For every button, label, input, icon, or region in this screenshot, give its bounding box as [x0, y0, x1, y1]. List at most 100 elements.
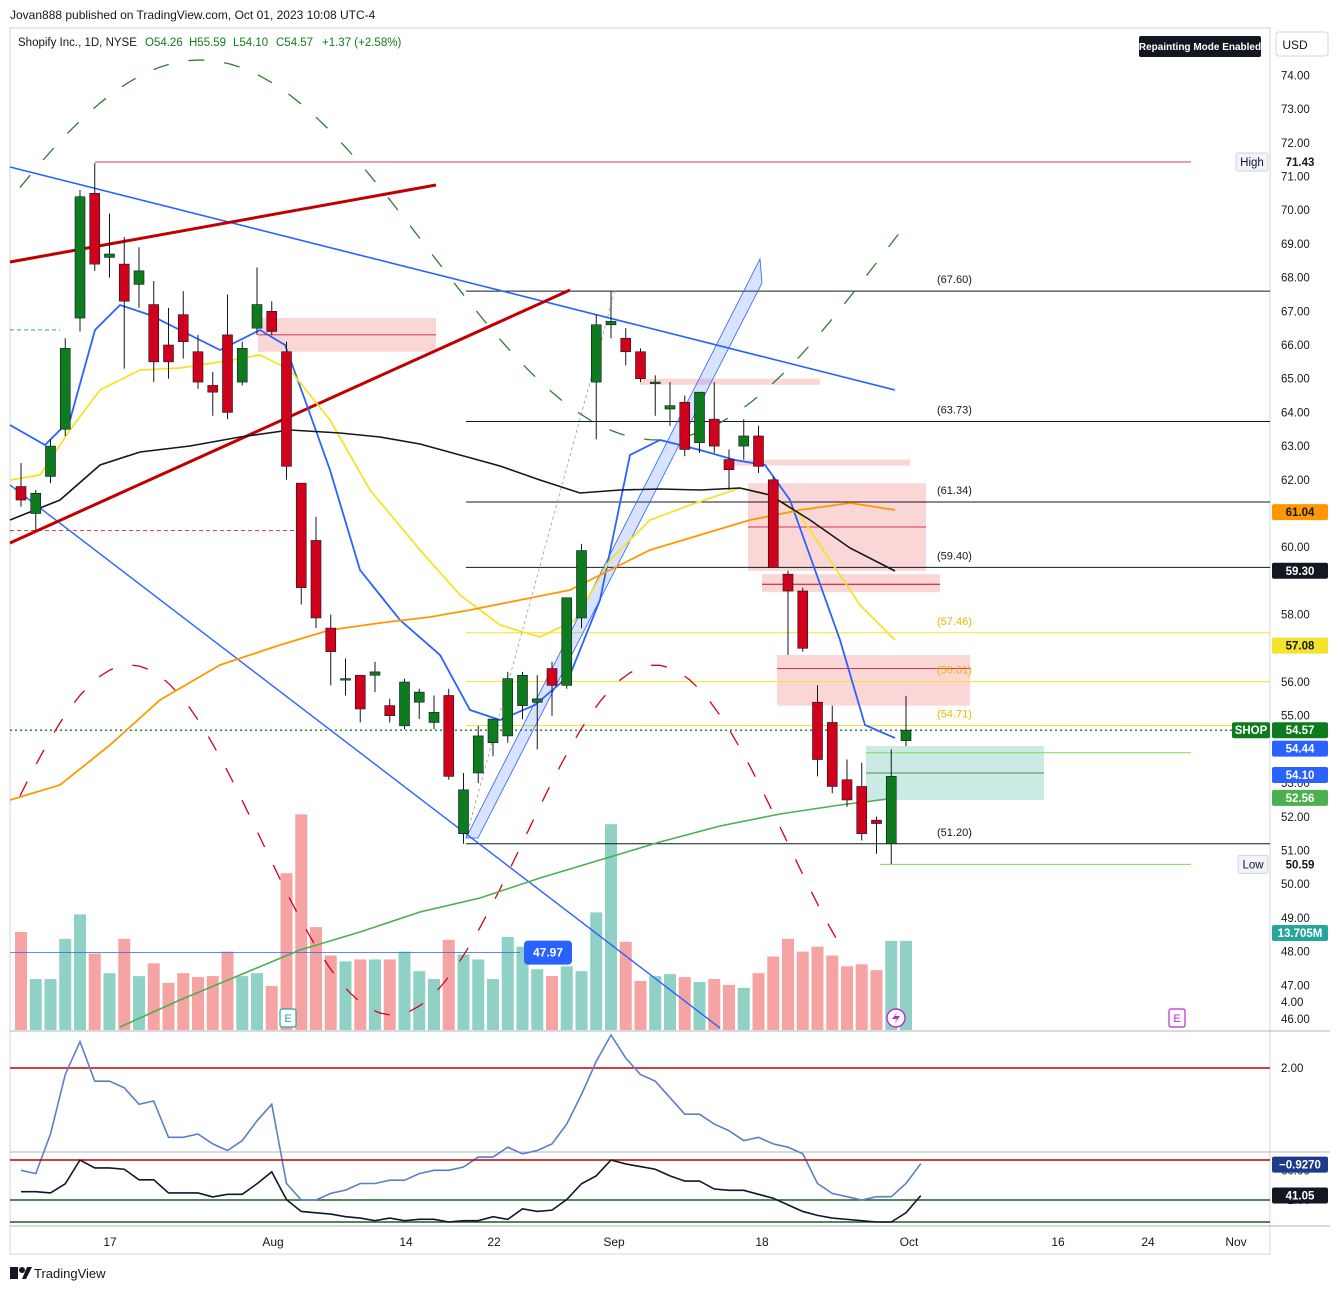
candle-body: [340, 678, 351, 681]
currency-button[interactable]: [1275, 31, 1329, 57]
time-tick: Oct: [900, 1235, 919, 1249]
projection-line: [465, 289, 616, 839]
price-tick: 72.00: [1281, 138, 1310, 150]
volume-bar: [236, 976, 249, 1030]
price-tick: 50.00: [1281, 879, 1310, 891]
volume-bar: [59, 938, 72, 1030]
zone-box: [732, 459, 910, 466]
high-label: High: [1240, 157, 1264, 169]
tag-high: [1272, 154, 1328, 171]
candle-body: [118, 263, 130, 302]
earnings-icon[interactable]: [1168, 1008, 1186, 1028]
low-label-box: [1237, 854, 1269, 874]
tag-ema-orange-text: 61.04: [1286, 507, 1315, 519]
volume-bar: [501, 936, 514, 1030]
price-tick: 67.00: [1281, 306, 1310, 318]
time-tick: Sep: [603, 1235, 625, 1249]
candle-body: [605, 321, 617, 326]
candle-body: [708, 418, 720, 447]
candle-body: [325, 627, 337, 652]
candle-body: [590, 324, 602, 383]
price-tick: 62.00: [1281, 475, 1310, 487]
candle-body: [782, 573, 794, 592]
volume-bar: [723, 984, 735, 1030]
price-tick: 71.00: [1281, 172, 1310, 184]
volume-bar: [634, 981, 647, 1030]
volume-bar: [752, 973, 765, 1030]
volume-bar: [162, 982, 175, 1030]
price-tick: 49.00: [1281, 913, 1310, 925]
candle-body: [74, 196, 86, 319]
volume-bar: [133, 976, 145, 1030]
tradingview-logo-icon[interactable]: [10, 1267, 32, 1279]
volume-bar: [265, 985, 278, 1030]
price-tick: 68.00: [1281, 273, 1310, 285]
time-tick: Nov: [1225, 1235, 1246, 1249]
tag-last: [1272, 722, 1328, 739]
volume-bar: [678, 977, 691, 1030]
osc1-tick: 4.00: [1281, 997, 1303, 1009]
volume-bar: [74, 914, 86, 1030]
volume-bar: [192, 977, 204, 1030]
candle-body: [281, 351, 292, 467]
candle-body: [723, 459, 735, 470]
price-tick: 69.00: [1281, 239, 1310, 251]
volume-bar: [428, 979, 440, 1030]
candle-body: [841, 779, 853, 801]
volume-bar: [221, 951, 234, 1030]
volume-bar: [383, 959, 396, 1030]
volume-bar: [88, 953, 101, 1030]
candle-body: [856, 786, 868, 834]
candle-body: [546, 668, 558, 686]
price-tick: 58.00: [1281, 610, 1310, 622]
volume-bar: [442, 939, 455, 1030]
price-tick: 65.00: [1281, 374, 1310, 386]
volume-bar: [324, 955, 337, 1030]
currency-label: USD: [1282, 38, 1308, 52]
candle-body: [251, 304, 263, 329]
moving-averages: [9, 303, 896, 1028]
volume-bar: [516, 946, 529, 1030]
price-tags: 71.43 61.04 59.30 57.08 54.57 54.44 54.10 52.56…: [279, 152, 1328, 1204]
volume-bar: [177, 973, 190, 1030]
price-tick: 70.00: [1281, 205, 1310, 217]
time-tick: 18: [755, 1235, 769, 1249]
trendline-down: [9, 166, 896, 391]
candle-body: [502, 678, 514, 737]
repaint-badge-text: Repainting Mode Enabled: [1139, 42, 1261, 53]
candle-body: [487, 718, 499, 743]
candle-body: [826, 722, 838, 787]
tag-low-price: [1272, 856, 1328, 873]
candle-body: [428, 712, 440, 723]
candle-body: [767, 479, 779, 568]
candle-body: [266, 310, 278, 332]
time-tick: 16: [1051, 1235, 1065, 1249]
volume-bar: [295, 814, 308, 1030]
earnings-icon-letter: E: [284, 1013, 291, 1025]
tag-open: [1272, 740, 1328, 757]
tag-sma-black-text: 59.30: [1286, 566, 1315, 578]
candle-body: [812, 701, 823, 760]
candle-body: [738, 435, 750, 447]
zone-box: [777, 655, 970, 706]
tag-osc2: [1272, 1187, 1328, 1204]
candle-body: [472, 735, 484, 774]
legend-change: +1.37 (+2.58%): [322, 37, 401, 49]
volume-bar: [487, 979, 499, 1030]
sma-green: [119, 797, 896, 1028]
price-tick: 66.00: [1281, 340, 1310, 352]
volume-bar: [575, 971, 588, 1030]
low-label: Low: [1242, 859, 1264, 871]
earnings-icon[interactable]: [279, 1008, 297, 1028]
trendline-support: [9, 484, 721, 1029]
symbol-label-box: [1232, 722, 1270, 739]
candle-body: [369, 671, 381, 676]
candle-body: [45, 445, 56, 477]
candle-body: [104, 253, 115, 258]
tag-low-price-text: 50.59: [1286, 859, 1315, 871]
cycle-green: [19, 59, 901, 441]
publisher-line: Jovan888 published on TradingView.com, O…: [10, 8, 376, 22]
volume-bar: [413, 971, 426, 1030]
volume-bar: [206, 976, 219, 1030]
